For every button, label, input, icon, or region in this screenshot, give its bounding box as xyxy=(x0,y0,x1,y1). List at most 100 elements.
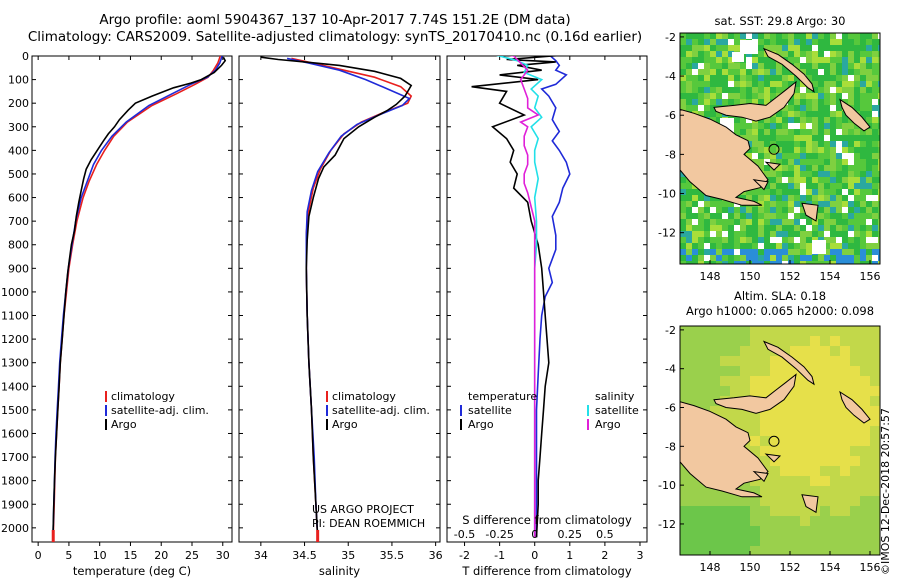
map-cell xyxy=(842,225,848,231)
map-cell xyxy=(860,516,870,526)
map-cell xyxy=(746,231,752,237)
map-cell xyxy=(824,51,830,57)
map-cell xyxy=(848,219,854,225)
map-cell xyxy=(764,75,770,81)
sla-subtitle: Argo h1000: 0.065 h2000: 0.098 xyxy=(686,304,874,318)
map-cell xyxy=(680,189,686,195)
series-line xyxy=(52,56,222,540)
map-cell xyxy=(734,207,740,213)
map-cell xyxy=(842,57,848,63)
land-png xyxy=(680,401,769,498)
map-cell xyxy=(824,243,830,249)
map-cell xyxy=(782,69,788,75)
map-cell xyxy=(686,51,692,57)
map-cell xyxy=(770,201,776,207)
map-cell xyxy=(800,183,806,189)
map-cell xyxy=(872,237,878,243)
map-cell xyxy=(740,75,746,81)
map-cell xyxy=(722,249,728,255)
map-cell xyxy=(866,201,872,207)
map-cell xyxy=(818,231,824,237)
map-cell xyxy=(704,207,710,213)
map-y-label: -10 xyxy=(658,188,676,201)
map-cell xyxy=(770,57,776,63)
map-cell xyxy=(680,536,690,546)
map-cell xyxy=(752,219,758,225)
map-cell xyxy=(830,201,836,207)
map-cell xyxy=(698,219,704,225)
map-cell xyxy=(850,376,860,386)
map-cell xyxy=(716,207,722,213)
land-bougainville xyxy=(839,390,871,424)
map-cell xyxy=(740,406,750,416)
x-axis-label: salinity xyxy=(319,564,360,578)
map-cell xyxy=(800,69,806,75)
series-group xyxy=(471,56,571,538)
map-cell xyxy=(860,81,866,87)
map-cell xyxy=(740,207,746,213)
map-cell xyxy=(710,213,716,219)
map-cell xyxy=(764,243,770,249)
map-cell xyxy=(866,207,872,213)
map-cell xyxy=(830,33,836,39)
map-cell xyxy=(692,213,698,219)
difference-profile: -2 -1 0 1 2 3T difference from climatologytem… xyxy=(446,55,648,578)
map-cell xyxy=(870,446,880,456)
map-cell xyxy=(830,536,840,546)
legend-label: Argo xyxy=(468,418,494,431)
map-cell xyxy=(704,225,710,231)
map-cell xyxy=(836,123,842,129)
map-cell xyxy=(860,219,866,225)
map-cell xyxy=(750,366,760,376)
map-cell xyxy=(740,81,746,87)
map-cell xyxy=(692,93,698,99)
land-dentrecast xyxy=(752,179,769,191)
map-cell xyxy=(800,526,810,536)
map-cell xyxy=(824,183,830,189)
map-cell xyxy=(790,396,800,406)
map-cell xyxy=(800,117,806,123)
climatology-title: Climatology: CARS2009. Satellite-adjuste… xyxy=(27,29,643,45)
map-cell xyxy=(800,486,810,496)
map-cell xyxy=(800,416,810,426)
map-cell xyxy=(812,171,818,177)
map-cell xyxy=(776,51,782,57)
map-cell xyxy=(800,165,806,171)
map-cell xyxy=(746,57,752,63)
map-cell xyxy=(848,135,854,141)
map-cell xyxy=(866,249,872,255)
map-cell xyxy=(812,261,818,264)
map-cell xyxy=(734,33,740,39)
map-cell xyxy=(848,165,854,171)
map-cell xyxy=(788,75,794,81)
map-cell xyxy=(806,51,812,57)
map-cell xyxy=(790,546,800,555)
map-cell xyxy=(812,63,818,69)
map-cell xyxy=(720,356,730,366)
map-y-label: -6 xyxy=(665,109,676,122)
map-cell xyxy=(810,446,820,456)
map-cell xyxy=(850,426,860,436)
map-cell xyxy=(770,261,776,264)
map-cell xyxy=(728,63,734,69)
map-cell xyxy=(692,45,698,51)
x-tick-label: 35 xyxy=(341,549,355,562)
map-cell xyxy=(854,75,860,81)
map-cell xyxy=(854,171,860,177)
map-cell xyxy=(720,336,730,346)
map-cell xyxy=(690,376,700,386)
map-cell xyxy=(836,57,842,63)
map-cell xyxy=(752,207,758,213)
map-cell xyxy=(854,183,860,189)
map-cell xyxy=(790,526,800,536)
map-cell xyxy=(878,231,880,237)
map-cell xyxy=(854,141,860,147)
map-cell xyxy=(860,456,870,466)
map-cell xyxy=(818,57,824,63)
map-cell xyxy=(824,147,830,153)
map-cell xyxy=(848,75,854,81)
map-cell xyxy=(836,171,842,177)
map-y-label: -6 xyxy=(665,402,676,415)
map-cell xyxy=(806,159,812,165)
map-cell xyxy=(830,249,836,255)
